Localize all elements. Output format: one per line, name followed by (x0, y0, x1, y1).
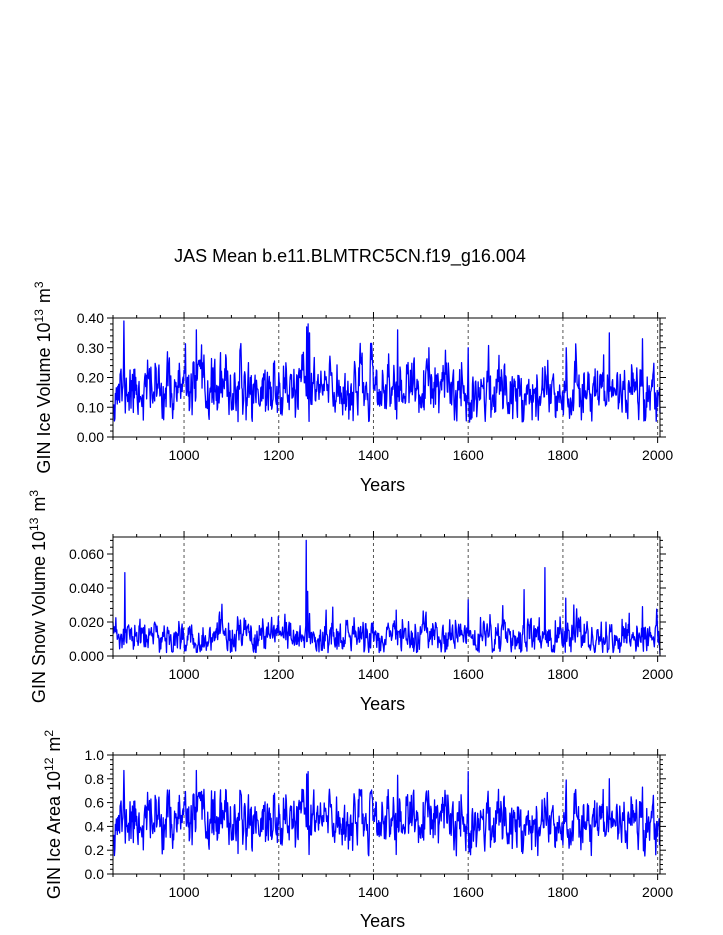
x-tick-label: 1400 (358, 884, 389, 900)
x-tick-label: 1600 (453, 447, 484, 463)
x-tick-label: 1800 (547, 447, 578, 463)
y-tick-label: 0.8 (85, 771, 105, 787)
x-tick-label: 1800 (547, 666, 578, 682)
x-axis-label: Years (360, 694, 405, 714)
y-tick-label: 0.6 (85, 795, 105, 811)
y-tick-label: 0.2 (85, 842, 105, 858)
y-axis-label-unit-exponent: 3 (27, 490, 41, 497)
x-tick-label: 2000 (642, 884, 673, 900)
snow-volume-series-line (112, 539, 661, 655)
plot-frame (112, 536, 661, 657)
y-axis-label-base: GIN Snow Volume 10 (29, 531, 49, 703)
y-axis-label-unit: m (29, 497, 49, 512)
x-tick-label: 1000 (168, 884, 199, 900)
ice-volume-panel: 1000 1200 1400 1600 1800 2000 0.00 0.10 0.20 0.30… (32, 281, 673, 495)
y-tick-label: 1.0 (85, 747, 105, 763)
ice-volume-series-line (112, 320, 661, 423)
x-tick-label: 1400 (358, 666, 389, 682)
y-axis-label-unit: m (34, 288, 54, 303)
x-axis-label: Years (360, 475, 405, 495)
y-axis-label: GIN Ice Volume 1013 m3 (32, 281, 54, 473)
ice-area-panel: 1000 1200 1400 1600 1800 2000 0.0 0.2 0.4 0.6 0.8 1… (42, 730, 673, 931)
y-tick-label: 0.00 (77, 429, 104, 445)
y-axis-label-exponent: 13 (27, 517, 41, 531)
x-tick-label: 1600 (453, 884, 484, 900)
y-tick-label: 0.060 (69, 546, 104, 562)
y-axis-label: GIN Snow Volume 1013 m3 (27, 490, 49, 703)
y-tick-label: 0.000 (69, 648, 104, 664)
y-axis-label-base: GIN Ice Volume 10 (34, 322, 54, 473)
ice-area-series-line (112, 769, 661, 857)
snow-volume-panel: 1000 1200 1400 1600 1800 2000 0.000 0.020 0.040 0… (27, 490, 673, 714)
chart-title: JAS Mean b.e11.BLMTRC5CN.f19_g16.004 (174, 246, 526, 266)
x-tick-label: 1200 (263, 666, 294, 682)
y-tick-label: 0.0 (85, 866, 105, 882)
x-tick-label: 1000 (168, 447, 199, 463)
y-axis-label-base: GIN Ice Area 10 (44, 771, 64, 899)
x-tick-label: 2000 (642, 447, 673, 463)
y-axis-label-exponent: 13 (32, 309, 46, 323)
x-tick-label: 1600 (453, 666, 484, 682)
x-tick-label: 2000 (642, 666, 673, 682)
plot-frame (112, 754, 661, 875)
x-tick-label: 1800 (547, 884, 578, 900)
x-axis-label: Years (360, 911, 405, 931)
y-tick-label: 0.040 (69, 580, 104, 596)
x-tick-label: 1200 (263, 447, 294, 463)
y-tick-label: 0.40 (77, 310, 104, 326)
y-axis-label-unit-exponent: 3 (32, 281, 46, 288)
x-tick-label: 1000 (168, 666, 199, 682)
y-tick-label: 0.10 (77, 399, 104, 415)
x-tick-label: 1200 (263, 884, 294, 900)
y-tick-label: 0.30 (77, 340, 104, 356)
y-tick-label: 0.4 (85, 818, 105, 834)
y-axis-label: GIN Ice Area 1012 m2 (42, 730, 64, 899)
x-tick-label: 1400 (358, 447, 389, 463)
y-axis-label-exponent: 12 (42, 757, 56, 771)
y-axis-label-unit-exponent: 2 (42, 730, 56, 737)
y-axis-label-unit: m (44, 737, 64, 752)
y-tick-label: 0.020 (69, 614, 104, 630)
y-tick-label: 0.20 (77, 370, 104, 386)
